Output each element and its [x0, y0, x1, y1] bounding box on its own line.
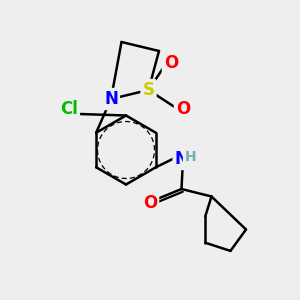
Text: N: N [175, 150, 188, 168]
Text: N: N [104, 90, 118, 108]
Text: Cl: Cl [60, 100, 78, 118]
Text: O: O [164, 54, 178, 72]
Text: O: O [176, 100, 190, 118]
Text: O: O [143, 194, 157, 211]
Text: S: S [142, 81, 154, 99]
Text: H: H [185, 150, 196, 164]
